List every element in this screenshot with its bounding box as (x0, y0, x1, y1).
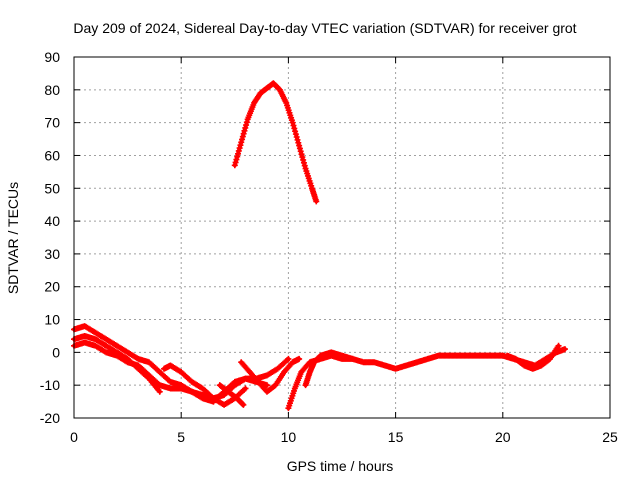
data-point (290, 122, 297, 129)
data-point (242, 124, 249, 131)
data-point (263, 382, 270, 389)
data-point (297, 148, 304, 155)
data-point (239, 133, 246, 140)
data-point (300, 156, 307, 163)
y-tick-label: 30 (44, 246, 60, 262)
data-point (241, 127, 248, 134)
data-point (237, 142, 244, 149)
y-tick-label: 0 (52, 344, 60, 360)
data-point (243, 119, 250, 126)
series-arc-4 (161, 362, 249, 408)
series-trace (232, 81, 319, 204)
data-point (291, 125, 298, 132)
x-tick-label: 25 (602, 429, 618, 445)
data-point (296, 142, 303, 149)
y-tick-label: 80 (44, 82, 60, 98)
tick-layer: 0 5 10 15 20 25 -20 -10 0 10 20 30 40 50 60 70 80 90 (40, 49, 618, 445)
data-point (294, 136, 301, 143)
data-point (295, 139, 302, 146)
data-point (240, 401, 247, 408)
series-arc-10 (504, 342, 562, 372)
data-point (555, 342, 562, 349)
data-point (289, 119, 296, 126)
y-tick-label: 60 (44, 147, 60, 163)
data-point (296, 355, 303, 362)
series-arc-9 (302, 349, 356, 389)
series-arc-7 (216, 382, 247, 408)
series-arc-3 (71, 332, 163, 395)
series-layer (71, 80, 568, 412)
data-point (239, 136, 246, 143)
data-point (240, 130, 247, 137)
data-point (231, 162, 238, 169)
y-tick-label: 90 (44, 49, 60, 65)
data-point (235, 150, 242, 157)
y-axis-label: SDTVAR / TECUs (5, 182, 21, 294)
x-axis-label: GPS time / hours (287, 458, 394, 474)
data-point (236, 145, 243, 152)
x-tick-label: 20 (495, 429, 511, 445)
series-arc-11 (231, 80, 320, 205)
data-point (299, 154, 306, 161)
y-tick-label: 70 (44, 115, 60, 131)
data-point (242, 385, 249, 392)
y-tick-label: 20 (44, 279, 60, 295)
data-point (292, 131, 299, 138)
data-point (239, 401, 246, 408)
data-point (243, 122, 250, 129)
data-point (301, 162, 308, 169)
data-point (156, 388, 163, 395)
y-tick-label: -10 (40, 377, 60, 393)
x-tick-label: 15 (388, 429, 404, 445)
data-point (285, 355, 292, 362)
data-point (349, 355, 356, 362)
data-point (233, 156, 240, 163)
plot-frame (73, 56, 611, 419)
series-arc-6 (238, 355, 303, 395)
data-point (235, 147, 242, 154)
y-tick-label: 40 (44, 213, 60, 229)
y-tick-label: -20 (40, 410, 60, 426)
data-point (296, 145, 303, 152)
data-point (232, 159, 239, 166)
x-tick-label: 0 (70, 429, 78, 445)
data-point (561, 346, 568, 353)
data-point (300, 159, 307, 166)
data-point (313, 198, 320, 205)
data-point (298, 151, 305, 158)
y-tick-label: 50 (44, 180, 60, 196)
x-tick-label: 10 (281, 429, 297, 445)
grid-layer (74, 57, 610, 418)
data-point (234, 153, 241, 160)
y-tick-label: 10 (44, 312, 60, 328)
data-point (293, 133, 300, 140)
data-point (292, 128, 299, 135)
chart-title: Day 209 of 2024, Sidereal Day-to-day VTE… (73, 20, 576, 36)
data-point (238, 139, 245, 146)
x-tick-label: 5 (177, 429, 185, 445)
